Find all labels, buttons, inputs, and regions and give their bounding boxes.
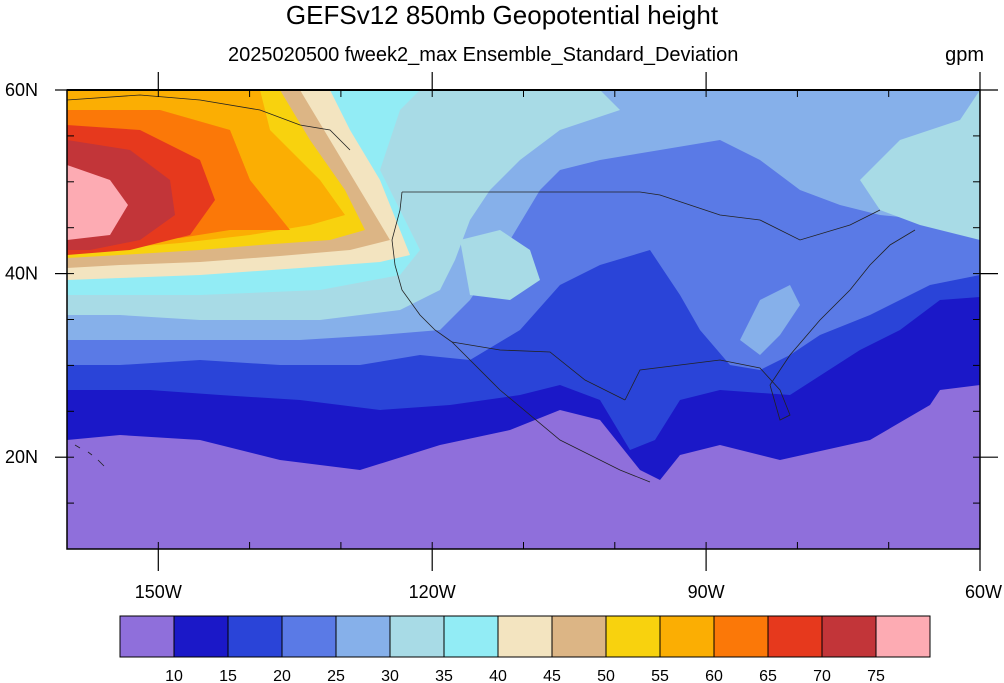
colorbar-level-label: 50 [597,668,615,683]
map-title: GEFSv12 850mb Geopotential height [285,0,719,30]
lon-tick-label: 60W [965,582,1002,602]
colorbar-swatch [281,615,337,658]
colorbar-level-label: 60 [705,668,723,683]
contour-patch-greatbasin [460,230,540,300]
colorbar-level-label: 20 [273,668,291,683]
contour-patch-southeast [740,285,800,355]
colorbar-swatch [389,615,445,658]
colorbar-level-label: 15 [219,668,237,683]
lon-tick-label: 120W [409,582,456,602]
colorbar-swatch [497,615,553,658]
lon-tick-label: 90W [688,582,725,602]
colorbar-level-label: 40 [489,668,507,683]
colorbar-swatch [227,615,283,658]
contour-band-80plus [67,165,128,240]
colorbar-level-label: 65 [759,668,777,683]
lon-tick-label: 150W [135,582,182,602]
lat-tick-label: 20N [5,447,38,467]
map-subtitle: 2025020500 fweek2_max Ensemble_Standard_… [228,44,739,66]
lat-tick-label: 40N [5,264,38,284]
colorbar-swatch [551,615,607,658]
colorbar-swatch [443,615,499,658]
hawaii-islands [74,444,105,467]
contour-field [67,90,980,549]
axis-ticks [55,72,998,571]
colorbar-level-label: 10 [165,668,183,683]
mexico-west-coast [451,341,651,483]
lat-tick-label: 60N [5,80,38,100]
colorbar-swatch [821,615,877,658]
colorbar-level-label: 30 [381,668,399,683]
contour-patch-northeast [860,90,980,240]
coastlines [67,94,916,483]
colorbar-swatch [875,615,931,658]
colorbar-swatch [173,615,229,658]
colorbar-swatch [713,615,769,658]
colorbar-swatch [767,615,823,658]
east-coast [769,229,916,386]
gulf-coast [624,359,791,421]
colorbar-swatch [605,615,661,658]
colorbar-level-label: 75 [867,668,885,683]
us-canada-border [402,191,881,241]
colorbar-swatch [119,615,175,658]
colorbar-level-label: 25 [327,668,345,683]
alaska-coast [67,94,351,151]
colorbar-level-label: 55 [651,668,669,683]
colorbar-level-label: 45 [543,668,561,683]
colorbar-swatch [335,615,391,658]
colorbar-level-label: 70 [813,668,831,683]
units-label: gpm [945,44,984,66]
colorbar: 10 15 20 25 30 35 40 45 50 55 60 65 70 75 [119,615,931,683]
us-west-coast [391,191,453,343]
axis-labels: 150W 120W 90W 60W 60N 40N 20N [5,80,1002,602]
colorbar-level-label: 35 [435,668,453,683]
us-mexico-border [451,341,626,401]
colorbar-swatch [659,615,715,658]
